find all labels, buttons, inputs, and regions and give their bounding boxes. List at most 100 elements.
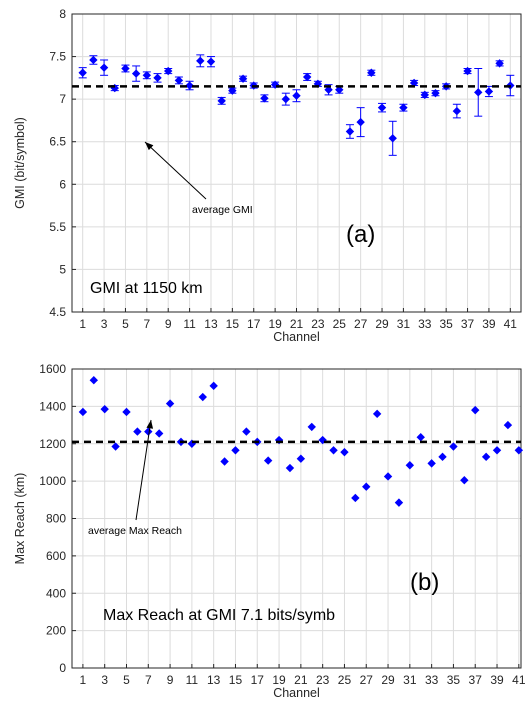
reach-inset-text: Max Reach at GMI 7.1 bits/symb	[103, 607, 335, 624]
reach-xtick-label: 35	[447, 673, 461, 687]
gmi-data-point	[196, 56, 205, 66]
reach-xtick-label: 25	[338, 673, 352, 687]
reach-xtick-label: 37	[469, 673, 483, 687]
gmi-data-point	[164, 66, 173, 76]
gmi-data-point	[474, 88, 483, 97]
reach-data-point	[198, 392, 207, 402]
gmi-data-point	[217, 96, 226, 106]
reach-data-point	[154, 429, 164, 438]
reach-ytick-label: 1200	[39, 437, 66, 451]
gmi-xtick-label: 41	[504, 317, 518, 331]
reach-data-point	[111, 442, 120, 451]
reach-data-point	[427, 459, 436, 468]
reach-xtick-label: 9	[167, 673, 174, 687]
gmi-data-point	[99, 63, 109, 72]
gmi-ytick-label: 6.5	[49, 135, 66, 149]
reach-data-point	[394, 498, 404, 507]
gmi-ytick-label: 5	[59, 262, 66, 276]
reach-data-point	[231, 446, 240, 455]
reach-annotation-arrow	[135, 419, 152, 521]
reach-data-point	[285, 463, 295, 473]
gmi-xtick-label: 33	[418, 317, 432, 331]
reach-panel-label: (b)	[410, 569, 439, 596]
gmi-data-point	[367, 68, 376, 77]
gmi-data-point	[78, 68, 87, 77]
gmi-data-point	[281, 94, 291, 104]
gmi-ytick-label: 7.5	[49, 50, 66, 64]
reach-xlabel: Channel	[273, 686, 320, 700]
gmi-xtick-label: 21	[290, 317, 304, 331]
gmi-xtick-label: 37	[461, 317, 475, 331]
gmi-data-point	[356, 117, 365, 127]
gmi-data-point	[335, 85, 344, 94]
gmi-annotation-label: average GMI	[192, 204, 253, 216]
gmi-xtick-label: 23	[311, 317, 325, 331]
gmi-chart: 1 3 5 7 9 11 13 15 17 19 21 23 25 27 29 31 33 35 37 39 414.5…	[13, 7, 522, 344]
reach-ytick-label: 1000	[39, 474, 66, 488]
reach-data-point	[449, 442, 458, 451]
reach-xtick-label: 33	[425, 673, 439, 687]
reach-data-point	[122, 407, 131, 417]
gmi-data-point	[153, 73, 162, 83]
reach-xtick-label: 17	[251, 673, 265, 687]
reach-data-point	[340, 447, 349, 457]
gmi-annotation-arrowhead	[145, 142, 154, 151]
reach-data-point	[405, 461, 415, 470]
gmi-ytick-label: 8	[59, 7, 66, 21]
gmi-data-point	[399, 103, 408, 112]
gmi-data-point	[206, 57, 216, 66]
reach-data-point	[296, 454, 306, 463]
gmi-ytick-label: 6	[59, 177, 66, 191]
gmi-data-point	[292, 91, 301, 100]
reach-data-point	[514, 446, 524, 455]
gmi-data-point	[302, 72, 312, 82]
gmi-data-point	[495, 59, 504, 68]
reach-xtick-label: 15	[229, 673, 243, 687]
gmi-data-point	[345, 127, 355, 136]
gmi-annotation-arrow	[144, 141, 207, 200]
reach-xtick-label: 3	[101, 673, 108, 687]
reach-data-point	[165, 399, 175, 408]
reach-xtick-label: 1	[80, 673, 87, 687]
gmi-xtick-label: 29	[375, 317, 389, 331]
gmi-ytick-label: 4.5	[49, 305, 66, 319]
gmi-xtick-label: 13	[204, 317, 218, 331]
gmi-data-point	[185, 81, 194, 90]
reach-ytick-label: 1400	[39, 399, 66, 413]
reach-data-point	[503, 420, 513, 430]
gmi-panel-label: (a)	[346, 221, 375, 248]
reach-xtick-label: 41	[512, 673, 526, 687]
gmi-xtick-label: 5	[122, 317, 129, 331]
gmi-data-point	[89, 55, 98, 65]
reach-xtick-label: 7	[145, 673, 152, 687]
reach-xtick-label: 5	[123, 673, 130, 687]
reach-data-point	[144, 427, 153, 436]
gmi-xtick-label: 39	[482, 317, 496, 331]
reach-data-point	[100, 404, 109, 414]
gmi-ylabel: GMI (bit/symbol)	[13, 117, 27, 209]
gmi-xtick-label: 15	[226, 317, 240, 331]
reach-annotation-label: average Max Reach	[88, 525, 182, 537]
reach-xtick-label: 13	[207, 673, 221, 687]
reach-data-point	[471, 405, 480, 415]
gmi-data-point	[260, 94, 269, 103]
reach-ytick-label: 0	[59, 661, 66, 675]
reach-data-point	[383, 472, 393, 481]
reach-ytick-label: 400	[46, 586, 66, 600]
reach-data-point	[133, 427, 142, 436]
gmi-ytick-label: 5.5	[49, 220, 66, 234]
gmi-xlabel: Channel	[273, 330, 320, 344]
reach-xtick-label: 27	[360, 673, 374, 687]
reach-xtick-label: 11	[186, 673, 199, 687]
gmi-data-point	[409, 78, 419, 88]
reach-data-point	[89, 376, 98, 385]
gmi-xtick-label: 11	[183, 317, 196, 331]
gmi-xtick-label: 27	[354, 317, 368, 331]
gmi-data-point	[388, 134, 397, 143]
gmi-data-point	[142, 71, 152, 80]
reach-annotation-arrowhead	[146, 420, 154, 429]
gmi-data-point	[131, 69, 141, 78]
reach-xtick-label: 21	[294, 673, 308, 687]
